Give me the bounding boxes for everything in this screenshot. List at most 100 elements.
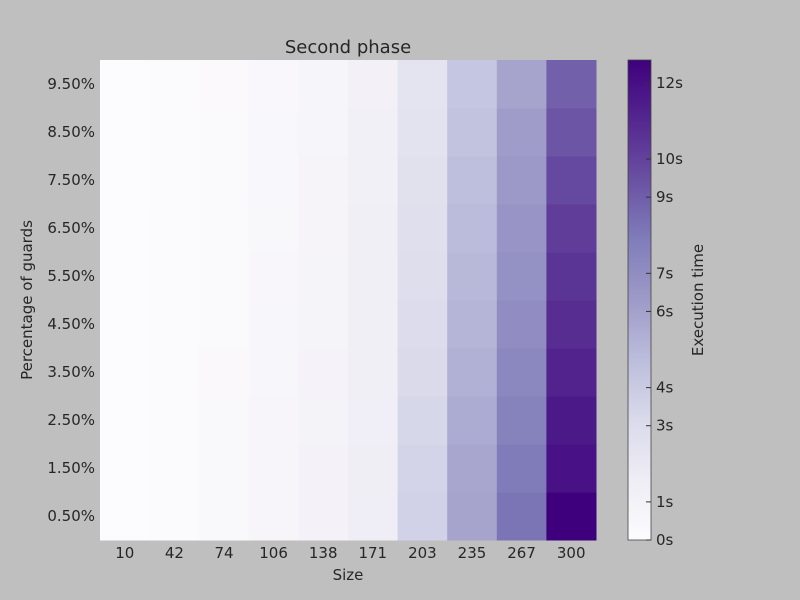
y-tick-label: 9.50% <box>47 75 95 93</box>
colorbar <box>627 59 652 541</box>
heatmap-cell <box>496 60 547 109</box>
heatmap-cell <box>149 492 200 541</box>
heatmap-cell <box>496 492 547 541</box>
heatmap-cell <box>397 300 448 349</box>
heatmap-cell <box>496 204 547 253</box>
y-tick-label: 7.50% <box>47 171 95 189</box>
heatmap-cell <box>496 444 547 493</box>
heatmap-cell <box>348 348 399 397</box>
y-tick-label: 2.50% <box>47 411 95 429</box>
heatmap-cell <box>546 300 597 349</box>
heatmap-cell <box>546 204 597 253</box>
colorbar-tick-label: 0s <box>656 531 674 549</box>
heatmap-cell <box>149 108 200 157</box>
heatmap-cell <box>149 396 200 445</box>
heatmap-cell <box>447 492 498 541</box>
chart-title: Second phase <box>285 37 411 58</box>
heatmap-cell <box>348 252 399 301</box>
heatmap-cell <box>248 300 299 349</box>
x-tick-label: 74 <box>214 544 233 562</box>
heatmap-cell <box>447 156 498 205</box>
heatmap-cell <box>496 156 547 205</box>
heatmap-cell <box>447 60 498 109</box>
heatmap-cell <box>397 444 448 493</box>
x-tick-label: 300 <box>557 544 586 562</box>
heatmap-cells <box>100 60 597 541</box>
heatmap-cell <box>348 492 399 541</box>
heatmap-cell <box>199 108 250 157</box>
heatmap-cell <box>447 300 498 349</box>
heatmap-cell <box>397 492 448 541</box>
heatmap-cell <box>149 252 200 301</box>
heatmap-cell <box>149 60 200 109</box>
heatmap-cell <box>496 108 547 157</box>
heatmap-cell <box>298 492 349 541</box>
heatmap-cell <box>100 300 151 349</box>
x-tick-label: 138 <box>309 544 338 562</box>
heatmap-cell <box>397 204 448 253</box>
heatmap-cell <box>298 60 349 109</box>
colorbar-tick-label: 9s <box>656 188 674 206</box>
x-tick-label: 235 <box>458 544 487 562</box>
heatmap-cell <box>298 156 349 205</box>
heatmap-cell <box>348 300 399 349</box>
heatmap-cell <box>199 204 250 253</box>
heatmap-cell <box>546 396 597 445</box>
heatmap-cell <box>546 60 597 109</box>
heatmap-cell <box>248 204 299 253</box>
heatmap-cell <box>447 108 498 157</box>
heatmap-cell <box>100 252 151 301</box>
heatmap-cell <box>348 204 399 253</box>
heatmap-cell <box>447 396 498 445</box>
colorbar-tick-label: 1s <box>656 493 674 511</box>
heatmap-cell <box>496 252 547 301</box>
heatmap-cell <box>496 348 547 397</box>
y-tick-label: 0.50% <box>47 507 95 525</box>
heatmap-cell <box>100 108 151 157</box>
heatmap-cell <box>149 156 200 205</box>
y-tick-label: 4.50% <box>47 315 95 333</box>
colorbar-tick-label: 6s <box>656 302 674 320</box>
heatmap-cell <box>100 156 151 205</box>
heatmap-cell <box>397 108 448 157</box>
y-axis-label: Percentage of guards <box>18 220 36 380</box>
y-tick-label: 6.50% <box>47 219 95 237</box>
x-axis-label: Size <box>333 566 364 584</box>
heatmap-cell <box>298 444 349 493</box>
heatmap-cell <box>298 348 349 397</box>
heatmap-cell <box>248 60 299 109</box>
y-axis-ticks: 0.50% 1.50% 2.50% 3.50% 4.50% 5.50% 6.50% 7.50%… <box>47 75 95 525</box>
colorbar-tick-label: 4s <box>656 379 674 397</box>
heatmap-cell <box>248 156 299 205</box>
heatmap-cell <box>546 348 597 397</box>
heatmap-cell <box>546 492 597 541</box>
heatmap-cell <box>199 396 250 445</box>
heatmap-cell <box>348 108 399 157</box>
heatmap-cell <box>199 492 250 541</box>
x-tick-label: 42 <box>165 544 184 562</box>
heatmap-cell <box>397 348 448 397</box>
colorbar-tick-label: 7s <box>656 264 674 282</box>
heatmap-cell <box>248 396 299 445</box>
heatmap-cell <box>100 204 151 253</box>
heatmap-cell <box>546 108 597 157</box>
heatmap-cell <box>397 252 448 301</box>
heatmap-cell <box>397 60 448 109</box>
heatmap-cell <box>447 204 498 253</box>
heatmap-cell <box>348 444 399 493</box>
heatmap-cell <box>496 300 547 349</box>
heatmap-cell <box>447 444 498 493</box>
heatmap-cell <box>348 60 399 109</box>
y-tick-label: 1.50% <box>47 459 95 477</box>
heatmap-cell <box>149 300 200 349</box>
heatmap-cell <box>199 252 250 301</box>
colorbar-tick-label: 3s <box>656 417 674 435</box>
heatmap-cell <box>298 252 349 301</box>
heatmap-cell <box>546 156 597 205</box>
heatmap-cell <box>546 444 597 493</box>
heatmap-cell <box>248 108 299 157</box>
heatmap-cell <box>199 300 250 349</box>
heatmap-cell <box>248 492 299 541</box>
heatmap-cell <box>397 396 448 445</box>
heatmap-cell <box>100 492 151 541</box>
